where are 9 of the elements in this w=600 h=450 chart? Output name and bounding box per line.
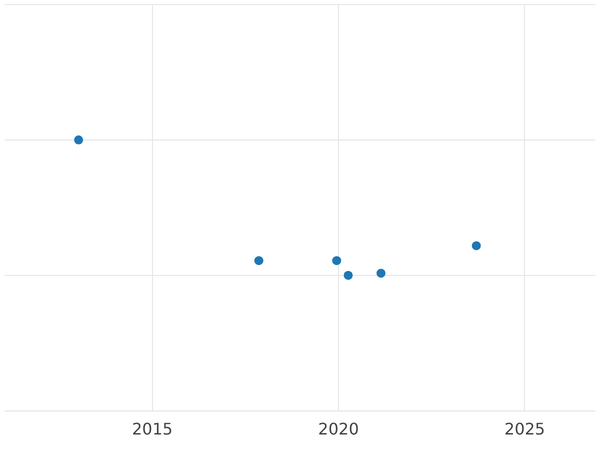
x-tick-label: 2015: [132, 420, 173, 439]
point: [376, 268, 386, 278]
point: [344, 270, 353, 280]
point: [74, 135, 84, 144]
x-tick-label: 2020: [318, 420, 359, 439]
point: [254, 256, 264, 266]
x-tick-label: 2025: [504, 420, 546, 439]
point: [332, 256, 342, 266]
point: [472, 241, 481, 250]
